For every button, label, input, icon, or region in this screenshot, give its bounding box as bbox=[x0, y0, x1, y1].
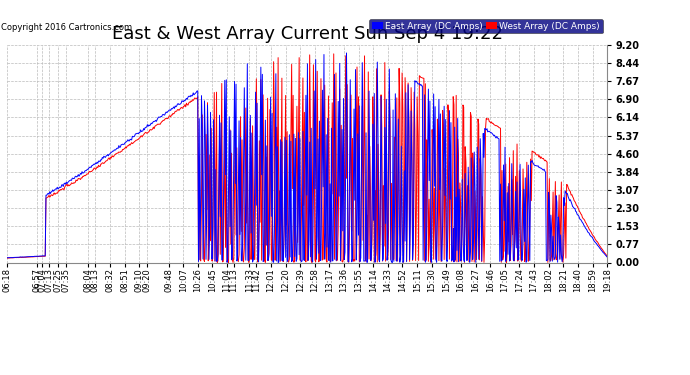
Legend: East Array (DC Amps), West Array (DC Amps): East Array (DC Amps), West Array (DC Amp… bbox=[369, 19, 602, 33]
Title: East & West Array Current Sun Sep 4 19:22: East & West Array Current Sun Sep 4 19:2… bbox=[112, 26, 502, 44]
Text: Copyright 2016 Cartronics.com: Copyright 2016 Cartronics.com bbox=[1, 23, 132, 32]
